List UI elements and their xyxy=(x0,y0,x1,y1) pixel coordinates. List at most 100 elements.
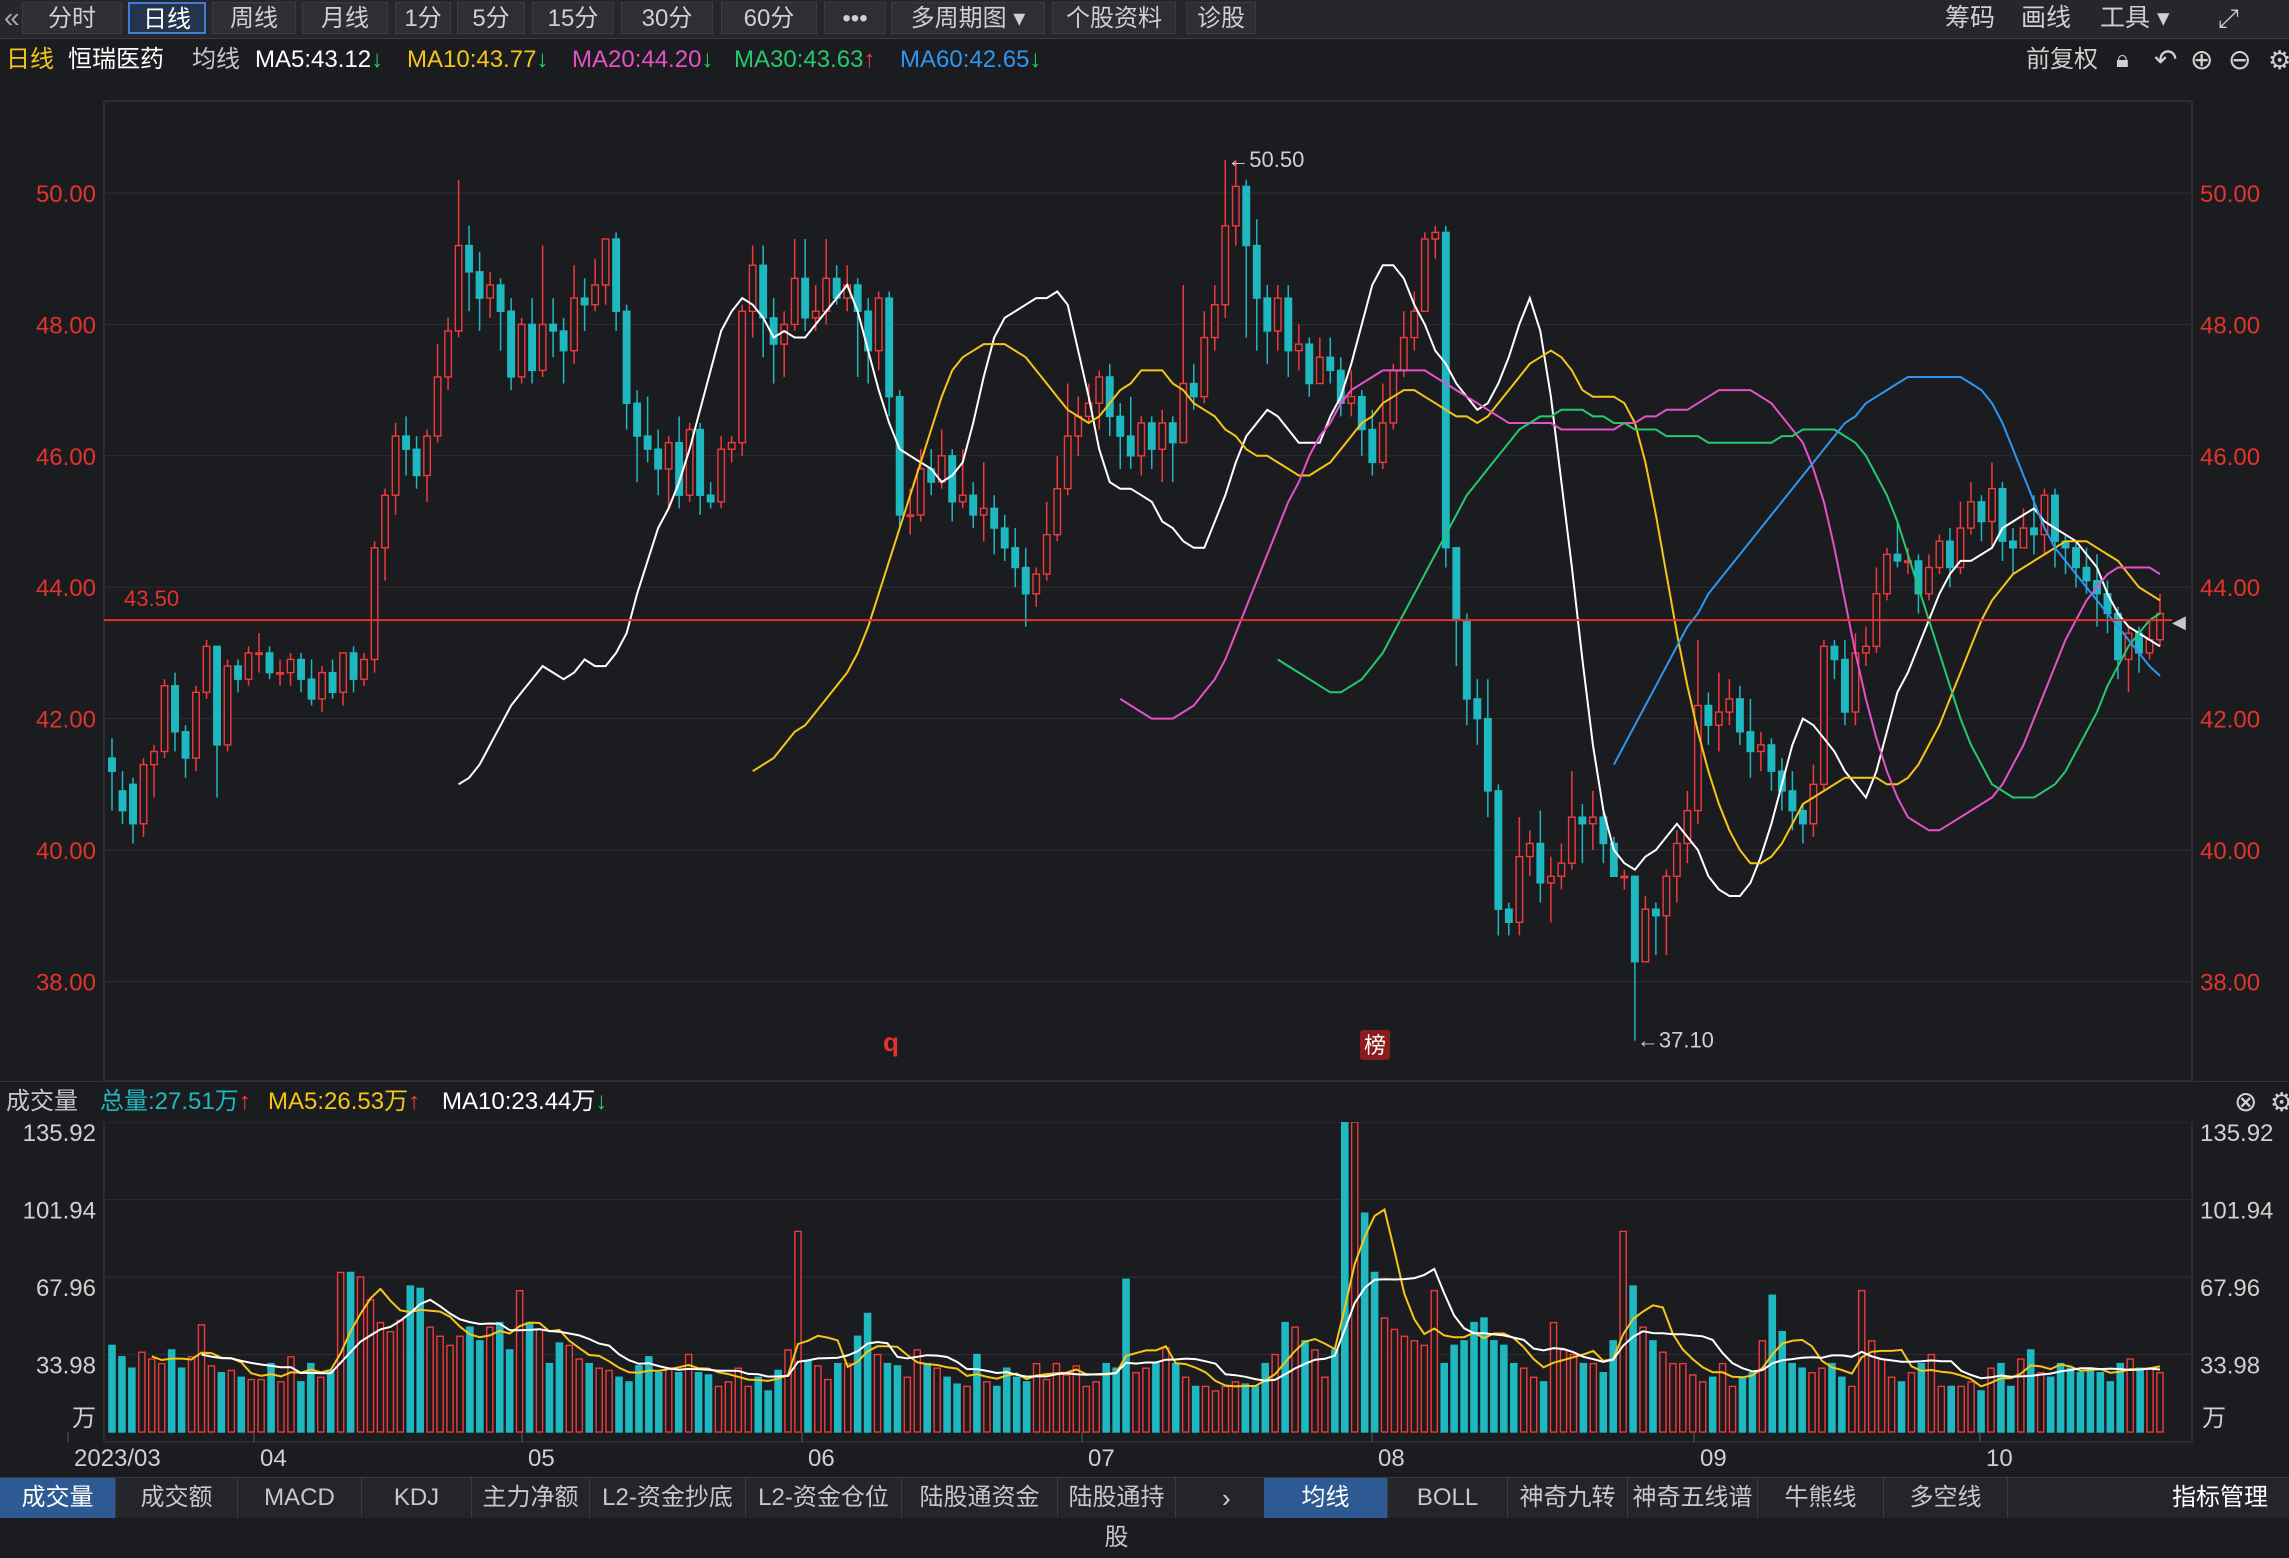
volume-bar xyxy=(1152,1362,1160,1433)
overlay-tab-0[interactable]: 均线 xyxy=(1264,1478,1388,1518)
indicator-tab-5[interactable]: L2-资金抄底 xyxy=(590,1478,746,1518)
volume-bar xyxy=(903,1376,912,1433)
high-annotation: ←50.50 xyxy=(1227,147,1304,172)
list-marker-badge[interactable] xyxy=(1360,1030,1390,1060)
volume-bar xyxy=(1191,1385,1200,1433)
period-button-1[interactable]: 日线 xyxy=(128,2,206,34)
volume-bar xyxy=(1549,1321,1558,1433)
volume-bar xyxy=(953,1383,961,1433)
adjust-mode-button[interactable]: 前复权 xyxy=(2026,46,2098,73)
candle xyxy=(1536,842,1545,884)
zoom-in-icon[interactable]: ⊕ xyxy=(2190,44,2214,75)
y-tick-right: 40.00 xyxy=(2200,838,2260,865)
candlestick-chart[interactable]: 50.00 48.00 46.00 44.00 42.00 40.00 38.00 50.0… xyxy=(0,80,2289,1081)
indicator-tab-2[interactable]: MACD xyxy=(238,1478,362,1518)
volume-bar xyxy=(645,1356,653,1433)
stock-name[interactable]: 恒瑞医药 xyxy=(68,46,164,73)
candle xyxy=(570,297,579,352)
overlay-tab-5[interactable]: 多空线 xyxy=(1884,1478,2008,1518)
arrow-down-icon: ↓ xyxy=(595,1088,608,1115)
period-button-11[interactable]: 个股资料 xyxy=(1052,2,1176,34)
zoom-out-icon[interactable]: ⊖ xyxy=(2228,44,2252,75)
volume-bar xyxy=(1778,1331,1786,1433)
indicator-tab-0[interactable]: 成交量 xyxy=(0,1478,116,1518)
period-button-9[interactable]: ••• xyxy=(824,2,886,34)
indicator-tab-6[interactable]: L2-资金仓位 xyxy=(746,1478,902,1518)
ma-title[interactable]: 均线 xyxy=(192,46,240,73)
volume-bar xyxy=(217,1372,226,1433)
indicator-tab-1[interactable]: 成交额 xyxy=(116,1478,238,1518)
overlay-tab-2[interactable]: 神奇九转 xyxy=(1508,1478,1628,1518)
volume-bar xyxy=(416,1287,424,1433)
lock-icon[interactable]: 🔒︎ xyxy=(2116,46,2129,73)
candle xyxy=(1935,540,1944,569)
volume-bar xyxy=(2126,1358,2134,1433)
indicator-manage-button[interactable]: 指标管理 xyxy=(2172,1484,2268,1511)
period-button-5[interactable]: 5分 xyxy=(457,2,525,34)
x-axis-label: 10 xyxy=(1986,1445,2013,1472)
draw-line-button[interactable]: 画线 xyxy=(2021,4,2072,32)
overlay-tab-3[interactable]: 神奇五线谱 xyxy=(1628,1478,1758,1518)
volume-ma10-value: MA10:23.44万 xyxy=(442,1088,596,1115)
vol-unit-left: 万 xyxy=(72,1405,96,1432)
period-button-10[interactable]: 多周期图 ▾ xyxy=(891,2,1045,34)
volume-bar xyxy=(1838,1376,1846,1433)
overlay-tab-1[interactable]: BOLL xyxy=(1388,1478,1508,1518)
candle xyxy=(349,652,358,680)
overlay-tab-4[interactable]: 牛熊线 xyxy=(1758,1478,1884,1518)
gear-icon[interactable]: ⚙ xyxy=(2268,45,2289,75)
volume-bar xyxy=(754,1376,762,1433)
indicator-tab-4[interactable]: 主力净额 xyxy=(472,1478,590,1518)
period-button-3[interactable]: 月线 xyxy=(302,2,388,34)
candle xyxy=(423,435,432,477)
period-button-7[interactable]: 30分 xyxy=(621,2,713,34)
tools-menu[interactable]: 工具 ▾ xyxy=(2100,4,2170,32)
expand-arrows-icon[interactable]: ⤢ xyxy=(2218,3,2239,33)
y-tick-left: 42.00 xyxy=(36,707,96,734)
volume-bar xyxy=(287,1356,295,1433)
scroll-right-icon[interactable] xyxy=(2062,1478,2070,1518)
volume-bar xyxy=(774,1369,782,1433)
chevron-right-icon[interactable]: › xyxy=(1222,1483,1231,1513)
period-button-6[interactable]: 15分 xyxy=(532,2,614,34)
arrow-down-icon: ↓ xyxy=(536,46,549,73)
candle xyxy=(559,330,568,352)
event-marker-q[interactable]: q xyxy=(883,1027,899,1057)
volume-bar xyxy=(177,1367,186,1433)
current-price-marker-icon: ◀ xyxy=(2172,612,2186,632)
undo-icon[interactable]: ↶ xyxy=(2154,44,2178,75)
candle xyxy=(948,455,957,503)
volume-bar xyxy=(1867,1340,1876,1433)
candle xyxy=(696,428,705,496)
volume-bar xyxy=(1818,1367,1826,1433)
gear-icon[interactable]: ⚙ xyxy=(2270,1087,2289,1117)
period-button-0[interactable]: 分时 xyxy=(22,2,122,34)
indicator-tab-7[interactable]: 陆股通资金 xyxy=(902,1478,1058,1518)
candle xyxy=(1473,698,1482,720)
volume-bar xyxy=(1907,1372,1916,1433)
double-left-chevron-icon[interactable]: « xyxy=(4,2,20,33)
volume-chart[interactable]: 135.92 135.92 101.94 101.94 67.96 67.96 33.98 3… xyxy=(0,1122,2289,1477)
indicator-tab-8[interactable]: 陆股通持股 xyxy=(1058,1478,1176,1551)
candle xyxy=(790,277,799,326)
period-button-12[interactable]: 诊股 xyxy=(1186,2,1256,34)
period-button-8[interactable]: 60分 xyxy=(721,2,817,34)
chips-button[interactable]: 筹码 xyxy=(1945,4,1996,32)
volume-bar xyxy=(307,1362,315,1433)
candle xyxy=(2072,547,2080,569)
candle xyxy=(811,310,820,319)
period-button-2[interactable]: 周线 xyxy=(212,2,296,34)
indicator-tab-3[interactable]: KDJ xyxy=(362,1478,472,1518)
y-tick-right: 50.00 xyxy=(2200,181,2260,208)
volume-bar xyxy=(1897,1381,1906,1433)
candle xyxy=(1221,225,1230,306)
volume-bar xyxy=(118,1356,126,1433)
close-icon[interactable]: ⊗ xyxy=(2234,1086,2258,1117)
candle xyxy=(822,277,831,312)
volume-bar xyxy=(1977,1390,1985,1433)
volume-bar xyxy=(167,1349,176,1433)
vol-y-tick-right: 135.92 xyxy=(2200,1122,2273,1147)
ma-label: MA60:42.65 xyxy=(900,46,1030,73)
volume-bar xyxy=(2096,1372,2105,1433)
period-button-4[interactable]: 1分 xyxy=(395,2,451,34)
